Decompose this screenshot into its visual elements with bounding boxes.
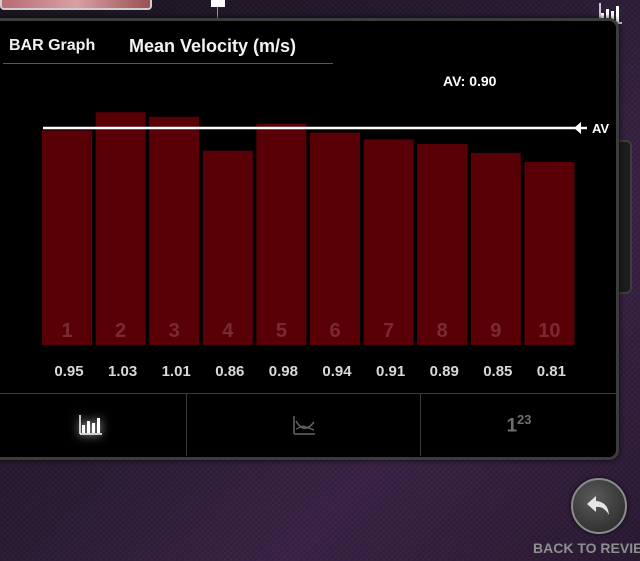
bar-category-label: 5 <box>276 320 287 342</box>
bar-1 <box>42 130 92 345</box>
bar-7 <box>363 139 414 345</box>
tab-bar-graph[interactable] <box>0 394 186 456</box>
bar-value-label: 0.94 <box>322 363 352 380</box>
bar-4 <box>202 150 253 345</box>
bar-2 <box>95 112 146 345</box>
average-line-label: AV <box>592 121 609 136</box>
bar-value-label: 0.86 <box>215 363 244 380</box>
graph-type-title: BAR Graph <box>9 37 96 54</box>
bar-10 <box>524 162 575 345</box>
average-readout: AV: 0.90 <box>443 73 497 89</box>
bar-category-label: 7 <box>383 320 394 342</box>
bar-value-label: 0.98 <box>269 363 298 380</box>
timeline-marker[interactable] <box>211 0 225 7</box>
bar-category-label: 1 <box>61 320 72 342</box>
bar-6 <box>310 132 360 345</box>
bar-9 <box>470 152 521 345</box>
graph-tab-bar: 123 <box>0 393 616 456</box>
tab-numbers[interactable]: 123 <box>420 394 617 456</box>
back-to-review-label: BACK TO REVIEW <box>533 540 640 556</box>
title-divider <box>3 63 333 64</box>
graph-panel: BAR Graph Mean Velocity (m/s) AV: 0.90 1… <box>0 18 619 460</box>
bar-value-label: 0.89 <box>430 363 459 380</box>
bar-value-label: 1.01 <box>162 363 191 380</box>
metric-title: Mean Velocity (m/s) <box>129 36 297 56</box>
average-marker-icon <box>574 122 581 134</box>
bar-chart-icon <box>78 415 102 435</box>
bar-category-label: 9 <box>490 320 501 342</box>
bar-category-label: 8 <box>437 320 448 342</box>
back-to-review-button[interactable] <box>571 478 627 534</box>
bar-category-label: 6 <box>329 320 340 342</box>
bar-5 <box>256 123 307 345</box>
numbers-tab-label: 123 <box>506 412 532 437</box>
bar-category-label: 2 <box>115 320 126 342</box>
bar-category-label: 3 <box>169 320 180 342</box>
bar-value-label: 0.85 <box>483 363 512 380</box>
bar-value-label: 1.03 <box>108 363 137 380</box>
bar-value-label: 0.95 <box>54 363 83 380</box>
bar-value-label: 0.91 <box>376 363 405 380</box>
curve-chart-icon <box>293 416 315 435</box>
timeline-marker-line <box>217 7 218 27</box>
back-arrow-icon <box>587 496 609 515</box>
bar-3 <box>149 116 200 345</box>
tab-curve-graph[interactable] <box>186 394 421 456</box>
bar-chart: 1 0.95 2 1.03 3 1.01 4 0.86 5 0.98 6 0.94 7 0.91 8 0.89… <box>42 112 609 380</box>
bar-category-label: 4 <box>222 320 234 342</box>
exercise-thumbnail[interactable] <box>0 0 152 10</box>
bar-value-label: 0.81 <box>537 363 566 380</box>
bar-category-label: 10 <box>538 320 560 342</box>
bar-8 <box>417 143 468 345</box>
